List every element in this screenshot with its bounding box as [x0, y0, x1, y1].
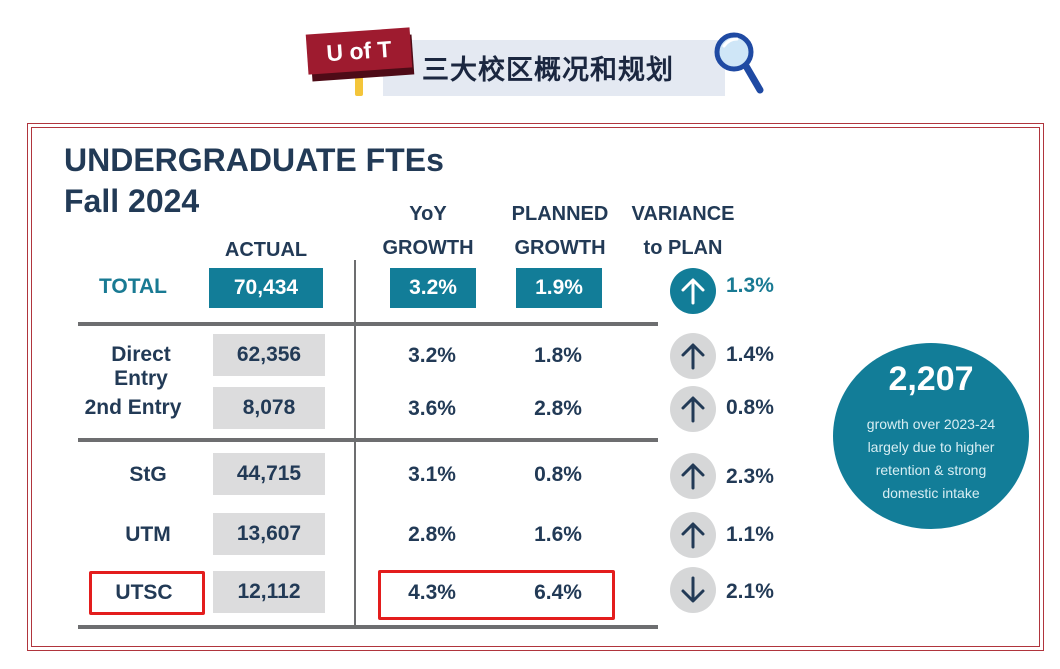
column-header-actual: ACTUAL [224, 239, 308, 261]
actual-direct-entry: 62,356 [213, 334, 325, 376]
banner-title: 三大校区概况和规划 [422, 55, 674, 86]
logo-stick [355, 66, 363, 96]
column-divider [354, 260, 356, 628]
column-header-planned-line2: GROWTH [514, 237, 606, 259]
variance-2nd-entry: 0.8% [726, 396, 774, 419]
row-label-total: TOTAL [98, 275, 168, 298]
column-header-planned: PLANNED GROWTH [505, 197, 615, 265]
frame-inner-border [31, 127, 1040, 647]
variance-direct-entry: 1.4% [726, 343, 774, 366]
row-divider [78, 322, 658, 326]
actual-utsc: 12,112 [213, 571, 325, 613]
variance-total: 1.3% [726, 274, 774, 297]
planned-utsc: 6.4% [534, 581, 582, 604]
infographic-title: UNDERGRADUATE FTEs [64, 142, 444, 178]
arrow-up-icon [670, 453, 716, 499]
row-label-2nd-entry: 2nd Entry [84, 396, 182, 419]
growth-callout: 2,207 growth over 2023-24 largely due to… [833, 343, 1029, 529]
arrow-up-icon [670, 268, 716, 314]
column-header-yoy-line1: YoY [409, 203, 447, 225]
utsc-label-highlight [89, 571, 205, 615]
arrow-down-icon [670, 567, 716, 613]
growth-callout-line: retention & strong [875, 462, 987, 478]
planned-total: 1.9% [516, 268, 602, 308]
banner-background [383, 40, 725, 96]
planned-direct-entry: 1.8% [534, 344, 582, 367]
frame-outer-border [27, 123, 1044, 651]
column-header-variance: VARIANCE to PLAN [627, 197, 739, 265]
arrow-up-icon [670, 386, 716, 432]
uoft-logo: U of T [305, 27, 413, 75]
planned-2nd-entry: 2.8% [534, 397, 582, 420]
actual-utm: 13,607 [213, 513, 325, 555]
yoy-stg: 3.1% [408, 463, 456, 486]
row-divider [78, 438, 658, 442]
arrow-up-icon [670, 512, 716, 558]
growth-callout-line: largely due to higher [867, 439, 995, 455]
row-label-direct-entry: Direct Entry [111, 343, 171, 390]
growth-callout-value: 2,207 [888, 360, 974, 398]
actual-total: 70,434 [209, 268, 323, 308]
row-label-utsc: UTSC [115, 581, 173, 604]
yoy-direct-entry: 3.2% [408, 344, 456, 367]
planned-stg: 0.8% [534, 463, 582, 486]
variance-utm: 1.1% [726, 523, 774, 546]
growth-callout-line: growth over 2023-24 [866, 416, 996, 432]
row-label-stg: StG [129, 463, 167, 486]
arrow-up-icon [670, 333, 716, 379]
column-header-yoy: YoY GROWTH [378, 197, 478, 265]
variance-stg: 2.3% [726, 465, 774, 488]
column-header-variance-line1: VARIANCE [631, 203, 735, 225]
planned-utm: 1.6% [534, 523, 582, 546]
magnifier-icon [714, 32, 764, 94]
row-divider [78, 625, 658, 629]
yoy-2nd-entry: 3.6% [408, 397, 456, 420]
growth-callout-line: domestic intake [882, 485, 980, 501]
growth-callout-text: growth over 2023-24 largely due to highe… [845, 413, 1017, 505]
actual-2nd-entry: 8,078 [213, 387, 325, 429]
yoy-utm: 2.8% [408, 523, 456, 546]
row-label-utm: UTM [125, 523, 171, 546]
column-header-yoy-line2: GROWTH [382, 237, 474, 259]
column-header-planned-line1: PLANNED [511, 203, 609, 225]
variance-utsc: 2.1% [726, 580, 774, 603]
infographic-subtitle: Fall 2024 [64, 183, 200, 219]
utsc-growth-highlight [378, 570, 615, 620]
yoy-utsc: 4.3% [408, 581, 456, 604]
column-header-variance-line2: to PLAN [643, 237, 723, 259]
actual-stg: 44,715 [213, 453, 325, 495]
yoy-total: 3.2% [390, 268, 476, 308]
